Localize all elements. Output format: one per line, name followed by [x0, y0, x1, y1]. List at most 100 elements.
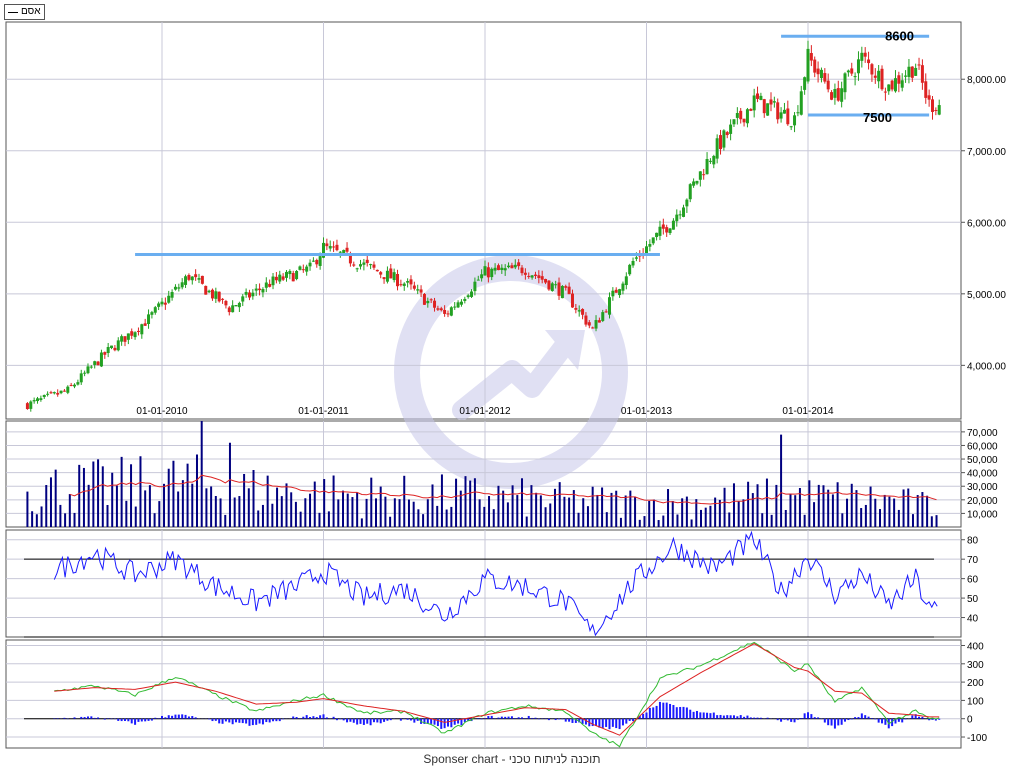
legend-swatch [8, 11, 18, 13]
price-candle-body [493, 267, 497, 271]
price-candle-body [76, 382, 80, 385]
price-candle-body [513, 264, 517, 268]
price-candle-body [436, 308, 440, 310]
legend[interactable]: אסם [4, 4, 45, 20]
y-tick-label-macd: 300 [967, 660, 984, 671]
price-candle-body [789, 126, 793, 128]
price-candle-body [887, 84, 891, 92]
watermark-arrowhead [545, 330, 585, 370]
price-candle-body [409, 279, 413, 285]
price-candle-body [69, 384, 73, 386]
y-tick-label-volume: 70,000 [967, 428, 998, 439]
price-candle-body [173, 286, 177, 290]
price-candle-body [581, 309, 585, 315]
price-candle-body [264, 282, 268, 288]
price-candle-body [392, 272, 396, 281]
price-candle-body [510, 265, 514, 269]
price-candle-body [147, 314, 151, 324]
price-candle-body [523, 272, 527, 275]
price-candle-body [799, 91, 803, 115]
price-candle-body [382, 277, 386, 280]
price-candle-body [268, 283, 272, 287]
price-candle-body [900, 80, 904, 88]
price-candle-body [745, 109, 749, 124]
price-candle-body [544, 278, 548, 283]
price-candle-body [25, 403, 29, 410]
price-candle-body [133, 332, 137, 338]
pane-frame-price [5, 21, 962, 420]
price-candle-body [557, 282, 561, 296]
x-tick-label: 01-01-2011 [298, 406, 349, 417]
price-candle-body [426, 300, 430, 304]
price-candle-body [890, 80, 894, 90]
y-tick-label-volume: 50,000 [967, 455, 998, 466]
level-label: 7500 [863, 110, 892, 125]
price-candle-body [725, 132, 729, 136]
volume-moving-average [69, 474, 937, 505]
price-candle-body [446, 313, 450, 315]
price-candle-body [793, 115, 797, 126]
price-candle-body [759, 95, 763, 100]
price-candle-body [463, 298, 467, 301]
price-candle-body [836, 88, 840, 101]
price-candle-body [927, 95, 931, 100]
price-candle-body [126, 333, 130, 340]
price-candle-body [645, 246, 648, 254]
price-candle-body [480, 274, 484, 279]
price-candle-body [103, 352, 107, 355]
price-candle-body [355, 268, 359, 270]
y-tick-label-volume: 20,000 [967, 496, 998, 507]
price-candle-body [826, 80, 830, 90]
price-candle-body [779, 112, 783, 119]
price-candle-body [157, 303, 161, 307]
price-candle-body [816, 68, 820, 75]
y-tick-label-oscillator: 60 [967, 575, 979, 586]
pane-frame-macd [5, 639, 962, 749]
price-candle-body [574, 307, 578, 310]
price-candle-body [190, 276, 194, 281]
price-candle-body [840, 88, 844, 102]
price-candle-body [624, 276, 628, 286]
y-tick-label-volume: 30,000 [967, 482, 998, 493]
price-candle-body [345, 247, 349, 252]
price-candle-body [833, 89, 837, 98]
footer-credit: Sponser chart - תוכנה לניתוח טכני [423, 752, 601, 766]
price-candle-body [917, 64, 921, 66]
price-candle-body [702, 174, 706, 176]
price-candle-body [274, 276, 278, 281]
price-candle-body [453, 306, 457, 308]
price-candle-body [601, 312, 605, 321]
macd-histogram [53, 701, 941, 730]
price-candle-body [587, 322, 591, 326]
price-candle-body [130, 331, 134, 336]
price-candle-body [688, 184, 692, 200]
price-candle-body [160, 301, 164, 305]
price-candle-body [79, 373, 83, 383]
price-candle-body [328, 246, 332, 249]
price-candle-body [708, 160, 712, 162]
price-candle-body [628, 264, 632, 275]
price-candle-body [695, 180, 699, 184]
price-candle-body [863, 52, 867, 57]
price-candle-body [503, 268, 507, 271]
price-candle-body [806, 48, 810, 82]
price-candle-body [850, 68, 854, 74]
price-candle-body [389, 268, 393, 279]
price-candle-body [597, 320, 601, 323]
price-candle-body [577, 310, 581, 312]
price-candle-body [782, 109, 786, 114]
price-candle-body [712, 155, 716, 165]
price-candle-body [332, 246, 336, 248]
price-candle-body [247, 292, 251, 298]
price-candle-body [651, 237, 655, 244]
price-candle-body [89, 366, 93, 368]
price-candle-body [904, 75, 908, 77]
price-candle-body [846, 70, 850, 73]
price-candle-body [29, 401, 33, 409]
price-candle-body [210, 289, 214, 299]
price-candle-body [877, 70, 881, 82]
oscillator-line [53, 530, 938, 637]
price-candle-body [907, 66, 911, 77]
